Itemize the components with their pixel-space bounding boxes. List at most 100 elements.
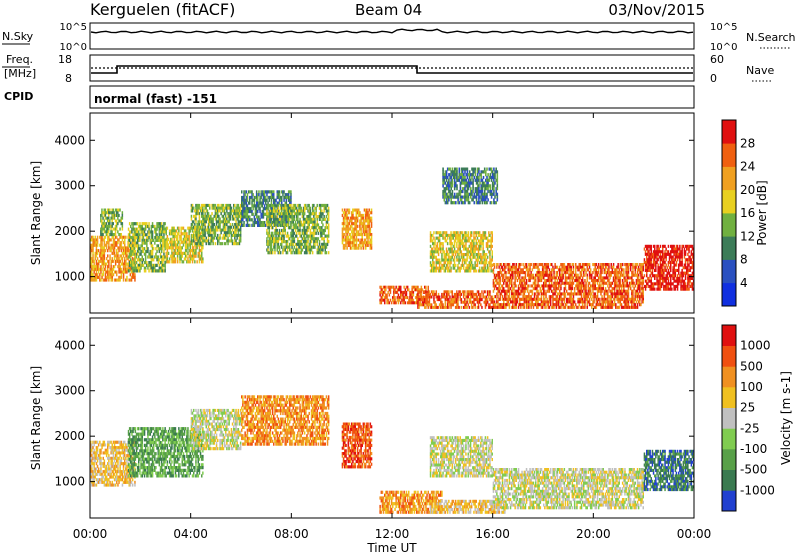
- echo-cell: [176, 237, 179, 241]
- echo-cell: [227, 212, 229, 216]
- echo-cell: [478, 266, 481, 270]
- echo-cell: [241, 212, 243, 216]
- echo-cell: [366, 233, 368, 237]
- echo-cell: [438, 261, 441, 265]
- echo-cell: [313, 209, 315, 213]
- echo-cell: [470, 233, 473, 237]
- echo-cell: [527, 268, 529, 272]
- echo-cell: [142, 258, 145, 262]
- echo-cell: [143, 247, 146, 251]
- echo-cell: [316, 220, 318, 224]
- echo-cell: [303, 228, 306, 233]
- echo-cell: [129, 273, 132, 277]
- echo-cell: [496, 198, 499, 202]
- echo-cell: [131, 236, 133, 240]
- echo-cell: [295, 231, 298, 235]
- echo-cell: [412, 301, 415, 305]
- echo-cell: [435, 305, 437, 309]
- echo-cell: [305, 228, 307, 233]
- echo-cell: [507, 276, 509, 280]
- echo-cell: [458, 233, 460, 237]
- echo-cell: [429, 269, 432, 273]
- echo-cell: [486, 290, 489, 294]
- echo-cell: [446, 305, 449, 309]
- echo-cell: [425, 305, 427, 309]
- echo-cell: [470, 247, 473, 251]
- echo-cell: [366, 211, 368, 215]
- echo-cell: [466, 305, 468, 309]
- echo-cell: [479, 173, 481, 177]
- echo-cell: [178, 249, 180, 253]
- echo-cell: [277, 203, 280, 208]
- echo-cell: [527, 300, 529, 304]
- echo-cell: [497, 263, 499, 267]
- echo-cell: [315, 231, 317, 235]
- echo-cell: [149, 238, 151, 242]
- echo-cell: [370, 219, 373, 223]
- echo-cell: [285, 245, 288, 249]
- echo-cell: [281, 209, 283, 213]
- echo-cell: [460, 195, 463, 199]
- echo-cell: [363, 230, 366, 234]
- echo-cell: [380, 288, 383, 292]
- echo-cell: [228, 225, 230, 229]
- echo-cell: [285, 234, 288, 238]
- echo-cell: [436, 250, 439, 254]
- echo-cell: [201, 214, 203, 218]
- echo-cell: [354, 246, 356, 250]
- echo-cell: [170, 229, 172, 233]
- echo-cell: [525, 297, 528, 301]
- echo-cell: [176, 257, 179, 261]
- echo-cell: [170, 254, 172, 258]
- echo-cell: [294, 248, 297, 252]
- echo-cell: [322, 223, 324, 227]
- echo-cell: [160, 249, 163, 254]
- echo-cell: [515, 265, 517, 269]
- echo-cell: [126, 270, 128, 274]
- echo-cell: [314, 217, 316, 221]
- echo-cell: [470, 266, 473, 270]
- echo-cell: [124, 257, 126, 261]
- echo-cell: [198, 249, 201, 253]
- echo-cell: [126, 278, 128, 282]
- echo-cell: [322, 242, 324, 246]
- echo-cell: [142, 249, 145, 254]
- echo-cell: [100, 254, 102, 258]
- echo-cell: [425, 288, 427, 292]
- echo-cell: [445, 184, 448, 188]
- echo-cell: [181, 254, 183, 258]
- echo-cell: [463, 173, 465, 177]
- echo-cell: [318, 251, 321, 255]
- echo-cell: [366, 235, 368, 239]
- echo-cell: [262, 207, 265, 211]
- echo-cell: [121, 251, 124, 255]
- echo-cell: [469, 250, 472, 254]
- echo-cell: [506, 292, 508, 296]
- echo-cell: [121, 227, 124, 231]
- echo-cell: [408, 301, 410, 305]
- echo-cell: [405, 290, 408, 294]
- echo-cell: [505, 292, 507, 296]
- echo-cell: [420, 292, 423, 296]
- echo-cell: [433, 269, 435, 273]
- echo-cell: [429, 236, 432, 240]
- echo-cell: [267, 226, 269, 230]
- echo-cell: [444, 253, 447, 257]
- echo-cell: [281, 240, 283, 244]
- echo-cell: [127, 265, 129, 269]
- echo-cell: [284, 212, 286, 216]
- echo-cell: [268, 203, 270, 208]
- echo-cell: [442, 195, 444, 199]
- echo-cell: [171, 240, 173, 244]
- echo-cell: [219, 228, 221, 232]
- echo-cell: [220, 203, 222, 207]
- echo-cell: [209, 228, 211, 232]
- echo-cell: [267, 240, 269, 244]
- echo-cell: [186, 246, 188, 250]
- echo-cell: [281, 190, 283, 194]
- echo-cell: [318, 240, 321, 244]
- echo-cell: [345, 230, 347, 234]
- echo-cell: [96, 238, 99, 242]
- echo-cell: [351, 241, 353, 245]
- echo-cell: [107, 241, 109, 245]
